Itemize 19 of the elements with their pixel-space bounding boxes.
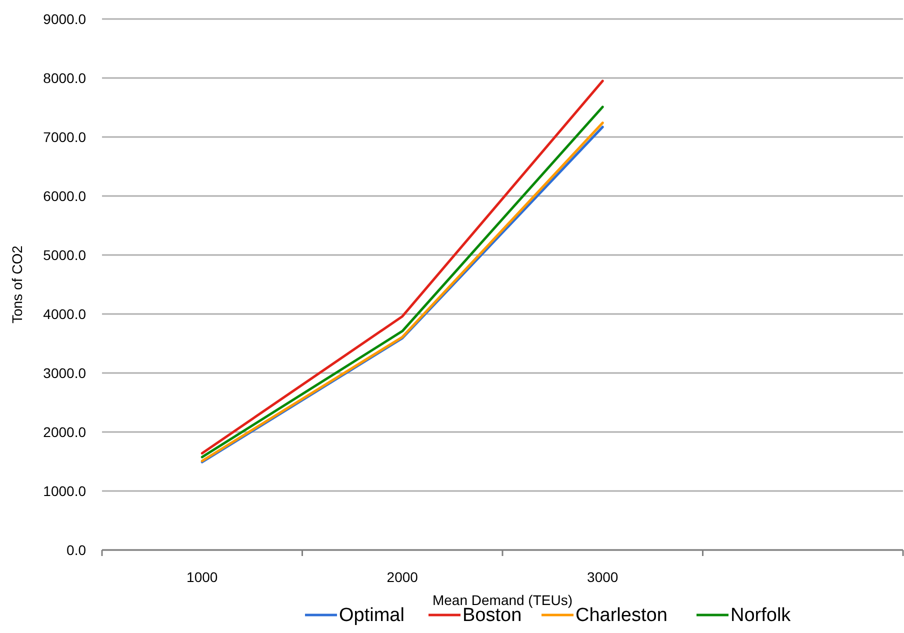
legend-label: Charleston	[576, 605, 668, 626]
y-tick-label: 1000.0	[43, 482, 86, 499]
y-tick-label: 6000.0	[43, 188, 86, 204]
y-tick-label: 4000.0	[43, 306, 86, 322]
y-axis-title: Tons of CO2	[9, 245, 25, 324]
y-tick-label: 0.0	[66, 542, 86, 558]
y-tick-label: 5000.0	[43, 246, 86, 263]
y-tick-label: 2000.0	[43, 424, 86, 440]
x-tick-label: 3000	[587, 569, 618, 585]
x-tick-label: 2000	[386, 569, 418, 585]
y-tick-label: 7000.0	[43, 128, 86, 145]
legend-label: Boston	[462, 605, 522, 626]
y-tick-label: 8000.0	[43, 70, 86, 86]
y-tick-label: 9000.0	[43, 10, 86, 27]
legend-label: Norfolk	[730, 605, 792, 626]
x-tick-label: 1000	[186, 569, 218, 585]
y-tick-label: 3000.0	[43, 364, 86, 381]
x-axis-title: Mean Demand (TEUs)	[432, 592, 573, 608]
legend-label: Optimal	[339, 605, 404, 626]
